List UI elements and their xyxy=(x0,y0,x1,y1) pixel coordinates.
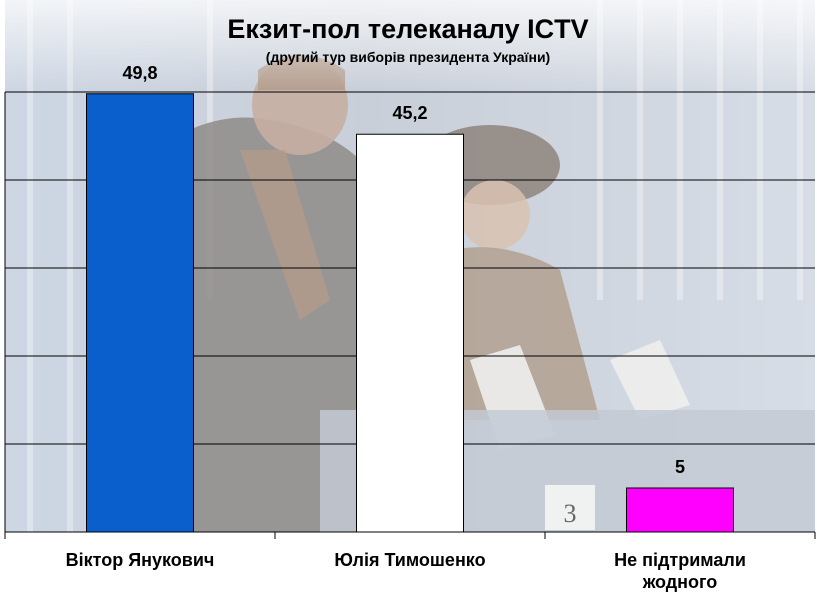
category-labels: Віктор Янукович Юлія Тимошенко Не підтрима… xyxy=(66,550,746,592)
value-label-1: 45,2 xyxy=(392,103,427,123)
chart-subtitle: (другий тур виборів президента України) xyxy=(266,49,550,65)
svg-text:3: 3 xyxy=(564,499,577,528)
bar-2 xyxy=(626,487,734,533)
background-photo: 3 xyxy=(5,0,815,532)
bars xyxy=(86,93,734,533)
category-label-0: Віктор Янукович xyxy=(66,550,215,570)
value-label-0: 49,8 xyxy=(122,63,157,83)
bar-0 xyxy=(86,93,194,533)
category-label-line: Юлія Тимошенко xyxy=(334,550,485,570)
chart-title: Екзит-пол телеканалу ICTV xyxy=(227,14,588,44)
category-label-line: жодного xyxy=(642,572,718,592)
category-label-1: Юлія Тимошенко xyxy=(334,550,485,570)
value-label-2: 5 xyxy=(675,457,685,477)
category-label-2: Не підтримали жодного xyxy=(614,550,746,592)
category-label-line: Не підтримали xyxy=(614,550,746,570)
bar-1 xyxy=(356,133,464,533)
category-label-line: Віктор Янукович xyxy=(66,550,215,570)
value-labels: 49,8 45,2 5 xyxy=(122,63,685,477)
